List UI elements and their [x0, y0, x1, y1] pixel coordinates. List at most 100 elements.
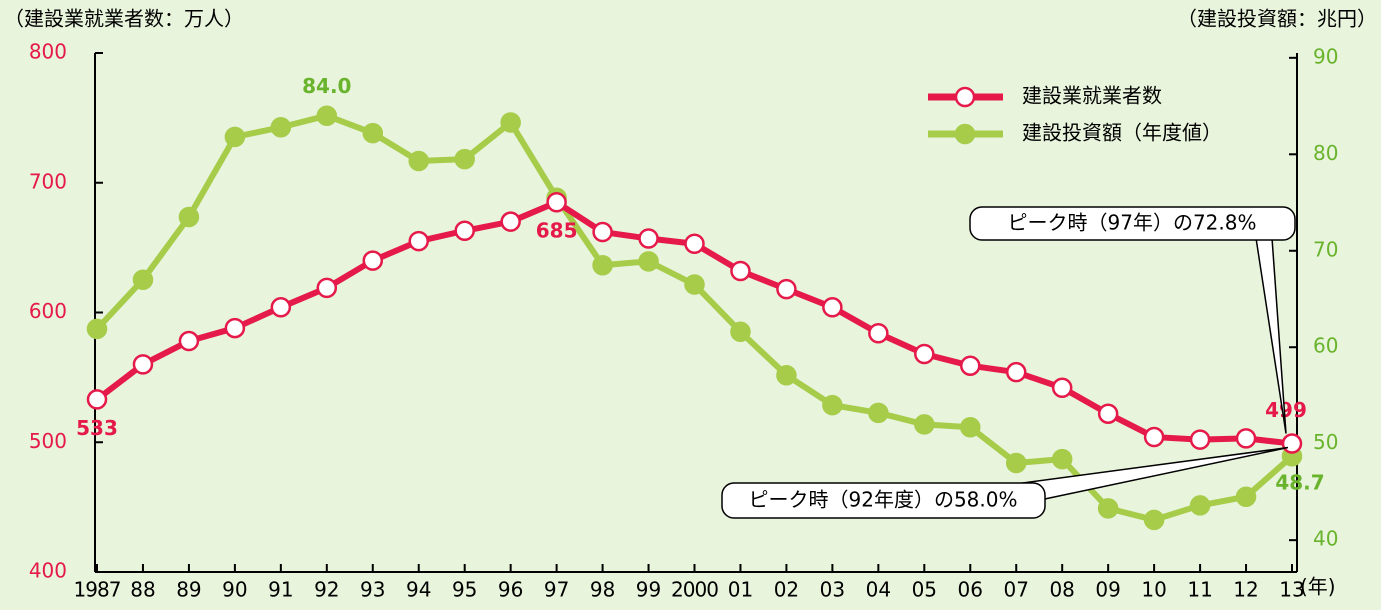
legend-label: 建設投資額（年度値） [1022, 121, 1222, 145]
x-tick-label: 2000 [671, 578, 718, 602]
x-tick-label: 94 [406, 578, 431, 602]
point [730, 260, 751, 282]
data-label: 84.0 [302, 74, 351, 98]
x-tick-label: 96 [498, 578, 523, 602]
point [362, 250, 384, 271]
x-tick-label: 95 [452, 578, 477, 602]
point [1143, 426, 1165, 448]
y2-axis-label: （建設投資額：兆円） [1177, 7, 1377, 31]
x-tick-label: 91 [268, 578, 293, 602]
annotation: ピーク時（97年）の72.8% [1008, 211, 1257, 235]
point [86, 318, 108, 340]
point [408, 230, 429, 252]
point [730, 321, 751, 343]
point [960, 355, 981, 376]
callout-pointer [999, 446, 1289, 501]
point [224, 317, 246, 339]
x-tick-label: 04 [866, 578, 891, 602]
point [1143, 509, 1165, 531]
y-tick-label: 600 [29, 299, 67, 323]
point [1189, 429, 1211, 450]
point [1005, 452, 1027, 474]
point [776, 278, 797, 300]
x-tick-label: 93 [360, 578, 385, 602]
y2-tick-label: 80 [1313, 141, 1338, 165]
point [362, 122, 384, 144]
x-tick-label: 07 [1004, 578, 1029, 602]
x-tick-label: 09 [1095, 578, 1120, 602]
point [638, 251, 659, 272]
point [822, 297, 843, 318]
data-label: 499 [1265, 398, 1307, 422]
point [1235, 486, 1257, 508]
point [454, 148, 475, 170]
point [592, 254, 613, 276]
point [316, 277, 338, 299]
point [638, 228, 659, 249]
point [500, 211, 521, 232]
point [1097, 498, 1119, 519]
legend-label: 建設業就業者数 [1022, 84, 1162, 108]
point [132, 269, 154, 290]
y2-tick-label: 40 [1313, 527, 1338, 551]
legend-marker [954, 123, 976, 145]
point [960, 417, 981, 438]
point [1235, 428, 1257, 449]
x-axis-label: (年) [1300, 575, 1336, 599]
x-tick-label: 97 [544, 578, 569, 602]
y2-tick-label: 60 [1313, 334, 1338, 358]
y2-tick-label: 70 [1313, 237, 1338, 261]
x-tick-label: 13 [1279, 578, 1304, 602]
data-label: 48.7 [1275, 471, 1324, 495]
point [868, 323, 889, 344]
x-tick-label: 10 [1141, 578, 1166, 602]
annotation: ピーク時（92年度）の58.0% [749, 488, 1018, 512]
point [178, 206, 200, 228]
y-tick-label: 800 [29, 40, 67, 64]
y-tick-label: 400 [29, 559, 67, 583]
point [822, 394, 843, 416]
point [408, 150, 429, 172]
data-label: 685 [536, 219, 578, 243]
point [1051, 377, 1073, 399]
point [132, 354, 154, 375]
point [224, 126, 246, 148]
callout-pointer [1255, 237, 1287, 434]
x-tick-label: 1987 [74, 578, 121, 602]
point [868, 402, 889, 424]
y-tick-label: 700 [29, 169, 67, 193]
x-tick-label: 08 [1049, 578, 1074, 602]
point [914, 414, 935, 435]
x-tick-label: 12 [1233, 578, 1258, 602]
point [1097, 403, 1119, 424]
point [1051, 448, 1073, 470]
x-tick-label: 02 [774, 578, 799, 602]
x-tick-label: 92 [314, 578, 339, 602]
y2-tick-label: 50 [1313, 430, 1338, 454]
point [1281, 433, 1303, 454]
x-tick-label: 11 [1187, 578, 1212, 602]
point [500, 112, 521, 133]
legend-marker [954, 86, 976, 108]
x-tick-label: 05 [912, 578, 937, 602]
callout-box [721, 482, 1046, 519]
point [1005, 361, 1027, 383]
point [178, 330, 200, 352]
x-tick-label: 88 [130, 578, 155, 602]
point [270, 297, 292, 318]
point [684, 233, 705, 254]
point [1189, 495, 1211, 516]
point [592, 221, 613, 243]
x-tick-label: 98 [590, 578, 615, 602]
y2-tick-label: 90 [1313, 44, 1338, 68]
point [914, 343, 935, 365]
point [454, 220, 475, 242]
callout-box [969, 206, 1296, 241]
x-tick-label: 01 [728, 578, 753, 602]
x-tick-label: 99 [636, 578, 661, 602]
point [86, 389, 108, 410]
x-tick-label: 90 [222, 578, 247, 602]
y-tick-label: 500 [29, 429, 67, 453]
